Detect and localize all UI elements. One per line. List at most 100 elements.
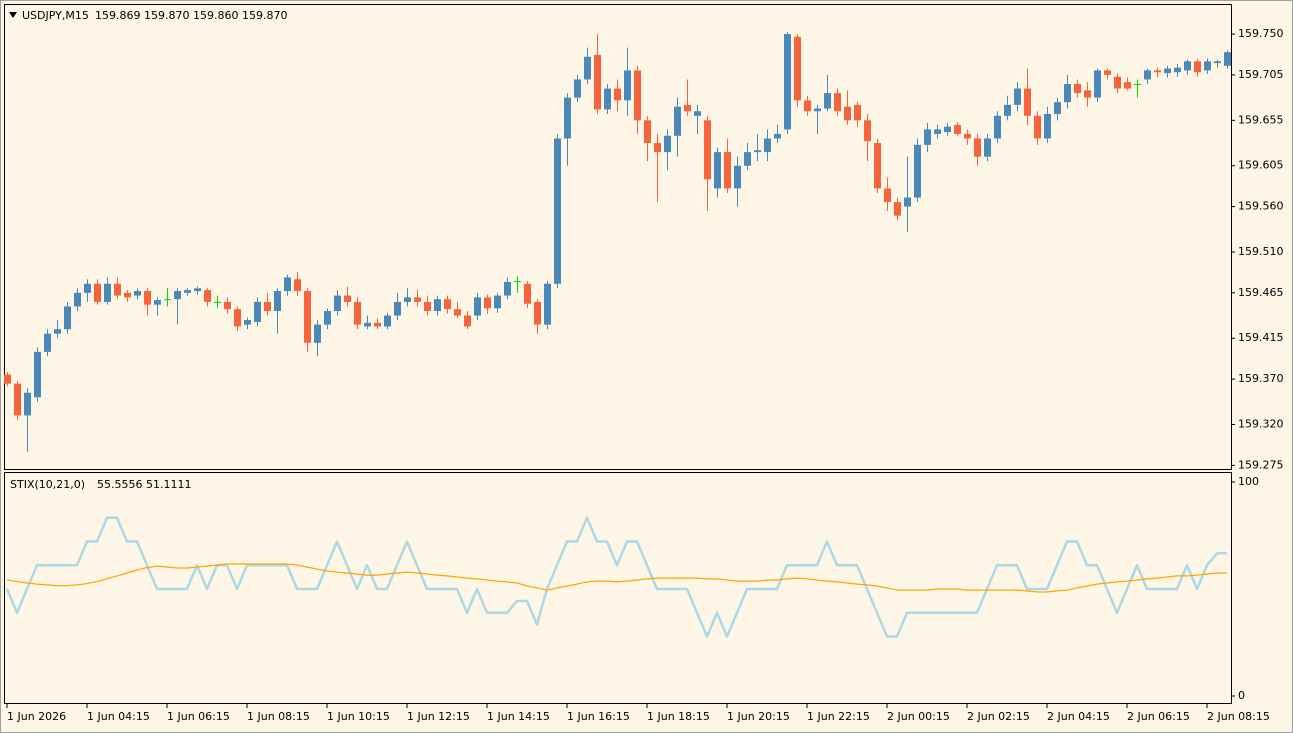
x-tick-label: 1 Jun 14:15 [487,710,550,723]
candle-body [394,301,401,316]
candle-body [614,88,621,101]
x-tick-label: 1 Jun 12:15 [407,710,470,723]
candle-body [994,115,1001,139]
candle-body [674,106,681,136]
candle-body [34,351,41,398]
candle-body [1034,115,1041,139]
candle-body [1074,83,1081,94]
candle-body [684,104,691,112]
candle-body [344,295,351,302]
candle-body [4,374,11,384]
candle-body [44,333,51,352]
candle-body [494,295,501,309]
candle-body [964,133,971,139]
candle-body [654,143,661,153]
menu-arrow[interactable] [9,12,17,18]
candle-body [764,138,771,153]
y-tick-label: 159.415 [1238,331,1284,344]
candle-body [574,79,581,98]
candle-body [944,126,951,133]
y-tick-label: 159.465 [1238,286,1284,299]
x-tick-label: 2 Jun 02:15 [967,710,1030,723]
candle-body [984,138,991,157]
x-tick-label: 2 Jun 06:15 [1127,710,1190,723]
candle-body [864,120,871,142]
candle-body [1154,70,1161,73]
candle-body [834,93,841,112]
candle-body [94,283,101,302]
candle-body [264,301,271,312]
candle-body [704,120,711,180]
candle-body [234,309,241,327]
candle-body [554,138,561,284]
candle-body [644,120,651,144]
indicator-line [5,516,1227,638]
candle-body [664,135,671,153]
x-tick-label: 1 Jun 10:15 [327,710,390,723]
candle-body [924,129,931,145]
candle-body [1084,90,1091,98]
candle-body [814,108,821,112]
candle-body [64,306,71,330]
candle-body [1174,67,1181,73]
candle-body [714,152,721,189]
candle-body [284,277,291,292]
candle-body [454,309,461,316]
candle-body [444,299,451,310]
candle-body [424,301,431,312]
candle-body [1114,76,1121,89]
candle-body [794,36,801,101]
candle-body [1184,61,1191,71]
candle-body [24,392,31,416]
candle-body [524,283,531,304]
candle-body [1064,83,1071,103]
candle-body [744,152,751,166]
candle-body [174,291,181,300]
candle-body [154,300,161,305]
candle-body [74,292,81,307]
candle-body [224,301,231,310]
candle-body [124,292,131,298]
candle-body [974,138,981,157]
candle-body [1124,82,1131,89]
y-tick-label: 159.705 [1238,68,1284,81]
candle-body [604,88,611,110]
x-tick-label: 1 Jun 06:15 [167,710,230,723]
candle-body [904,197,911,207]
candle-body [1214,61,1221,64]
candle-body [364,322,371,327]
candle-body [534,301,541,325]
candle-body [934,129,941,134]
candle-body [724,152,731,189]
candle-body [754,150,761,153]
candle-body [774,133,781,139]
candle-body [274,291,281,312]
candle-body [914,144,921,198]
candle-body [544,283,551,325]
y-tick-label: 159.655 [1238,113,1284,126]
candle-body [104,283,111,302]
candle-body [464,315,471,327]
candle-body [244,320,251,325]
candle-body [334,295,341,312]
candle-body [14,383,21,416]
candle-body [824,93,831,109]
candle-body [304,291,311,343]
y-tick-label: 159.370 [1238,372,1284,385]
candle-body [784,34,791,130]
candle-body [1004,104,1011,116]
candle-body [144,291,151,305]
y-tick-label: 159.560 [1238,200,1284,213]
x-tick-label: 1 Jun 20:15 [727,710,790,723]
candle-body [694,111,701,116]
x-tick-label: 2 Jun 00:15 [887,710,950,723]
candle-body [184,290,191,293]
candle-body [1104,70,1111,75]
candle-body [204,290,211,302]
candle-body [54,329,61,334]
x-tick-label: 1 Jun 18:15 [647,710,710,723]
candle-body [214,301,221,303]
candle-body [504,281,511,296]
